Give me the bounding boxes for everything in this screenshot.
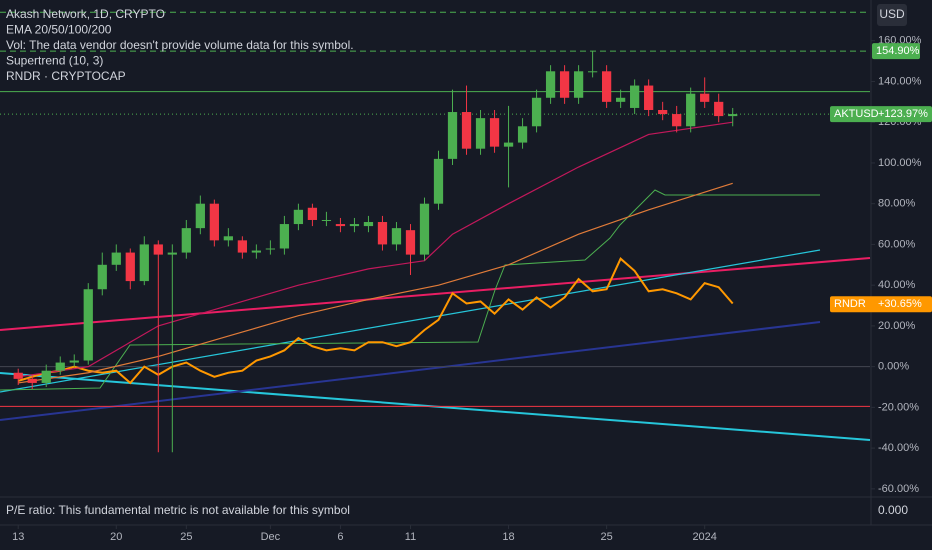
y-tick-label: 20.00% [878,320,916,332]
candle-body [321,219,332,221]
y-tick-label: 100.00% [878,157,922,169]
candle-body [672,114,682,127]
candle-body [461,112,472,149]
x-tick-label: 2024 [692,531,716,543]
candle-body [27,378,37,383]
candle-body [545,71,556,98]
y-tick-label: 80.00% [878,198,916,210]
candle-body [503,142,514,147]
y-tick-label: -20.00% [878,401,919,413]
x-tick-label: 13 [12,531,24,543]
candle-body [349,224,360,227]
supertrend [0,189,820,391]
candle-body [363,222,374,227]
candle-body [209,203,219,241]
x-tick-label: 6 [337,531,343,543]
x-tick-label: 11 [405,531,416,543]
candle-body [391,228,402,245]
legend-line: Akash Network, 1D, CRYPTO [6,7,165,21]
y-tick-label: 40.00% [878,279,916,291]
candle-body [447,112,458,159]
line-series [18,182,733,384]
candle-body [335,224,346,227]
candle-body [279,224,290,249]
candle-body [237,240,247,253]
candle-body [251,250,261,253]
line-series [18,121,733,378]
price-label-box [872,43,920,60]
price-label-box [830,106,932,123]
legend-line: RNDR · CRYPTOCAP [6,69,126,83]
legend-line: EMA 20/50/100/200 [6,23,112,37]
candle-body [41,370,51,383]
candle-body [728,114,738,117]
price-label: 154.90% [876,45,920,57]
candle-body [125,252,135,282]
candle-body [265,248,276,250]
candle-body [517,126,528,143]
y-tick-label: -40.00% [878,442,919,454]
candle-body [601,71,612,102]
candle-body [307,207,318,220]
candle-body [377,222,388,245]
candle-body [686,93,696,127]
x-tick-label: 20 [110,531,122,543]
y-tick-label: 0.00% [878,361,909,373]
candle-body [531,97,542,127]
candle-body [13,372,23,379]
legend-line: Vol: The data vendor doesn't provide vol… [6,38,354,52]
currency-box[interactable] [877,4,907,26]
candle-body [153,244,163,255]
x-tick-label: 25 [600,531,612,543]
currency[interactable]: USD [879,7,905,21]
legend-line: Supertrend (10, 3) [6,54,103,68]
candle-body [644,85,654,110]
price-label-box [830,296,932,313]
price-label: +30.65% [878,298,922,310]
candle-body [616,97,626,102]
candle-body [419,203,430,255]
candle-body [433,158,444,204]
candle-body [69,360,79,363]
candle-body [700,93,710,102]
candle-body [181,228,191,253]
candle-body [405,230,416,255]
candle-body [293,209,304,225]
trend-line [0,321,821,421]
candle-body [714,101,724,117]
price-label: +123.97% [878,108,928,120]
x-tick-label: 25 [180,531,192,543]
price-label-name: AKTUSD [834,108,879,120]
candle-body [475,118,486,149]
candle-body [489,118,500,147]
price-label-name: RNDR [834,298,866,310]
candle-body [55,362,65,371]
y-tick-label: -60.00% [878,483,919,495]
candle-body [587,71,598,73]
trend-line [0,249,821,393]
candle-body [97,264,107,290]
candle-body [223,236,233,241]
candle-body [195,203,205,229]
footer-value: 0.000 [878,503,908,517]
candle-body [111,252,121,265]
x-tick-label: Dec [261,531,281,543]
candle-body [630,85,640,108]
candle-body [573,71,584,98]
candle-body [83,289,93,361]
y-tick-label: 140.00% [878,75,922,87]
y-tick-label: 60.00% [878,238,916,250]
trend-line [0,257,871,331]
candle-body [139,244,149,282]
line-series [17,257,734,385]
candle-body [559,71,570,98]
plot [0,11,871,453]
x-tick-label: 18 [502,531,514,543]
footer-text: P/E ratio: This fundamental metric is no… [6,503,350,517]
candle-body [167,252,177,255]
candle-body [658,109,668,115]
